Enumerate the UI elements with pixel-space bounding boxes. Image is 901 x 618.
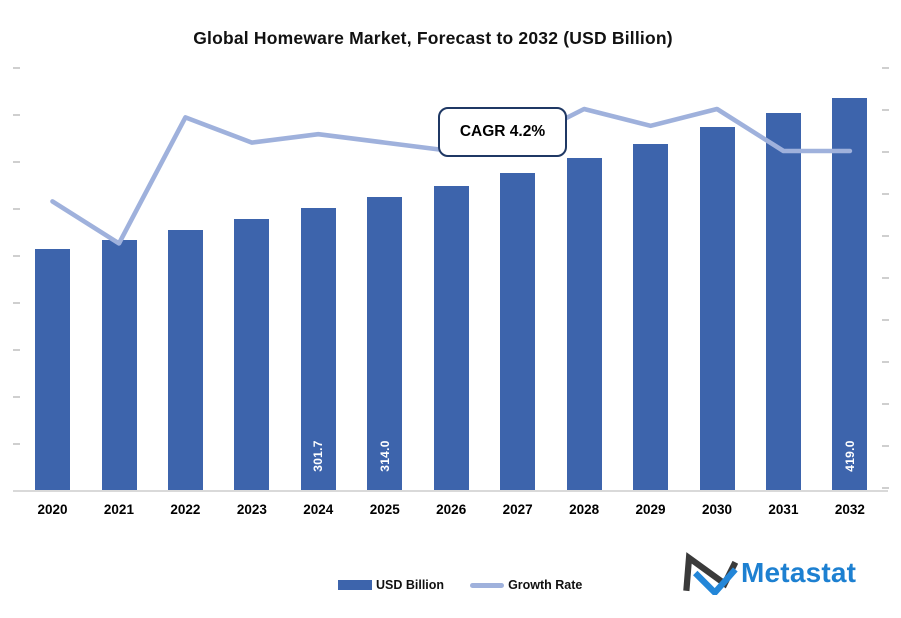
x-axis-label-2022: 2022 [170, 502, 201, 517]
bar-2027 [500, 173, 536, 491]
axis-tick [13, 302, 20, 304]
bar-2026 [433, 186, 469, 491]
bar-2030 [699, 127, 735, 491]
legend: USD Billion Growth Rate [338, 577, 582, 593]
cagr-annotation-label: CAGR 4.2% [459, 123, 546, 140]
axis-tick [13, 114, 20, 116]
axis-tick [13, 349, 20, 351]
x-axis-label-2028: 2028 [569, 502, 600, 517]
metastat-logo-text: Metastat [741, 557, 857, 588]
x-axis-label-2027: 2027 [502, 502, 533, 517]
axis-tick [13, 443, 20, 445]
axis-tick [882, 235, 889, 237]
bar-2024 [300, 208, 336, 491]
bar-2031 [766, 113, 801, 491]
bar-2020 [35, 249, 70, 491]
x-axis-label-2020: 2020 [37, 502, 68, 517]
metastat-logo-icon [683, 552, 738, 595]
cagr-annotation: CAGR 4.2% [438, 107, 567, 157]
axis-tick [882, 193, 889, 195]
x-axis-label-2030: 2030 [701, 502, 733, 517]
x-axis-label-2024: 2024 [303, 502, 334, 517]
x-axis-label-2031: 2031 [768, 502, 799, 517]
bar-2028 [566, 158, 602, 491]
axis-tick [882, 109, 889, 111]
x-axis-label-2025: 2025 [369, 502, 400, 517]
x-axis-label-2021: 2021 [103, 502, 134, 517]
axis-tick [882, 403, 889, 405]
legend-line-label: Growth Rate [508, 578, 583, 592]
axis-tick [13, 161, 20, 163]
bar-2025 [367, 196, 403, 491]
bar-2029 [633, 143, 669, 491]
x-axis-label-2032: 2032 [834, 502, 865, 517]
axis-tick [13, 396, 20, 398]
axis-tick [882, 445, 889, 447]
axis-tick [882, 67, 889, 69]
x-axis-label-2026: 2026 [436, 502, 467, 517]
legend-line-swatch [470, 582, 505, 588]
axis-tick [13, 67, 20, 69]
x-axis-line [13, 490, 888, 492]
axis-tick [882, 361, 889, 363]
axis-tick [882, 151, 889, 153]
axis-tick [882, 487, 889, 489]
legend-bar-swatch [338, 580, 372, 590]
axis-tick [882, 319, 889, 321]
axis-tick [13, 208, 20, 210]
x-axis-label-2029: 2029 [635, 502, 666, 517]
bar-2022 [167, 230, 203, 491]
chart-title: Global Homeware Market, Forecast to 2032… [193, 28, 673, 48]
legend-bar-label: USD Billion [376, 578, 445, 592]
axis-tick [13, 255, 20, 257]
bar-2032 [832, 98, 868, 491]
bar-2021 [101, 239, 137, 491]
bar-2023 [234, 219, 270, 491]
axis-tick [882, 277, 889, 279]
metastat-logo: Metastat [681, 551, 856, 595]
x-axis-label-2023: 2023 [236, 502, 267, 517]
